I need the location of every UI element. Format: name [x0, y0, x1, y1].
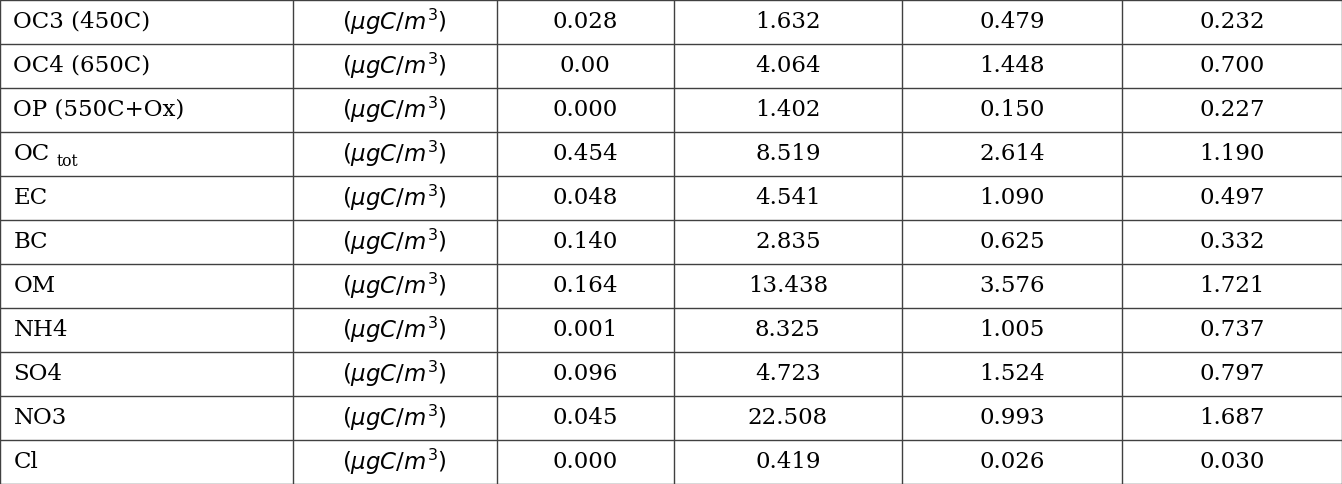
Text: 2.614: 2.614	[980, 143, 1044, 165]
Text: $(\mu gC/m^{3})$: $(\mu gC/m^{3})$	[342, 447, 447, 477]
Text: 0.737: 0.737	[1200, 319, 1264, 341]
Text: 0.993: 0.993	[980, 407, 1044, 429]
Text: 1.190: 1.190	[1200, 143, 1264, 165]
Text: $(\mu gC/m^{3})$: $(\mu gC/m^{3})$	[342, 227, 447, 257]
Text: 2.835: 2.835	[756, 231, 820, 253]
Text: 0.700: 0.700	[1200, 55, 1264, 77]
Text: 0.625: 0.625	[980, 231, 1044, 253]
Text: 0.000: 0.000	[553, 451, 617, 473]
Text: 0.479: 0.479	[980, 11, 1044, 33]
Text: 0.227: 0.227	[1200, 99, 1264, 121]
Text: OC: OC	[13, 143, 50, 165]
Text: 3.576: 3.576	[980, 275, 1044, 297]
Text: 0.140: 0.140	[553, 231, 617, 253]
Text: 0.232: 0.232	[1200, 11, 1264, 33]
Text: 0.164: 0.164	[553, 275, 617, 297]
Text: 4.541: 4.541	[756, 187, 820, 209]
Text: EC: EC	[13, 187, 48, 209]
Text: $(\mu gC/m^{3})$: $(\mu gC/m^{3})$	[342, 183, 447, 213]
Text: 1.632: 1.632	[756, 11, 820, 33]
Text: 0.150: 0.150	[980, 99, 1044, 121]
Text: 22.508: 22.508	[747, 407, 828, 429]
Text: $(\mu gC/m^{3})$: $(\mu gC/m^{3})$	[342, 139, 447, 169]
Text: 0.030: 0.030	[1200, 451, 1264, 473]
Text: 8.519: 8.519	[756, 143, 820, 165]
Text: 0.454: 0.454	[553, 143, 617, 165]
Text: NH4: NH4	[13, 319, 68, 341]
Text: 0.028: 0.028	[553, 11, 617, 33]
Text: $(\mu gC/m^{3})$: $(\mu gC/m^{3})$	[342, 95, 447, 125]
Text: 0.332: 0.332	[1200, 231, 1264, 253]
Text: NO3: NO3	[13, 407, 67, 429]
Text: 1.687: 1.687	[1200, 407, 1264, 429]
Text: 0.096: 0.096	[553, 363, 617, 385]
Text: 0.026: 0.026	[980, 451, 1044, 473]
Text: OC4 (650C): OC4 (650C)	[13, 55, 150, 77]
Text: $(\mu gC/m^{3})$: $(\mu gC/m^{3})$	[342, 315, 447, 345]
Text: 0.00: 0.00	[560, 55, 611, 77]
Text: 8.325: 8.325	[756, 319, 820, 341]
Text: 0.000: 0.000	[553, 99, 617, 121]
Text: $(\mu gC/m^{3})$: $(\mu gC/m^{3})$	[342, 51, 447, 81]
Text: 4.723: 4.723	[756, 363, 820, 385]
Text: 1.448: 1.448	[980, 55, 1044, 77]
Text: $(\mu gC/m^{3})$: $(\mu gC/m^{3})$	[342, 271, 447, 301]
Text: $(\mu gC/m^{3})$: $(\mu gC/m^{3})$	[342, 403, 447, 433]
Text: 1.090: 1.090	[980, 187, 1044, 209]
Text: 0.045: 0.045	[553, 407, 617, 429]
Text: 0.048: 0.048	[553, 187, 617, 209]
Text: 0.797: 0.797	[1200, 363, 1264, 385]
Text: $(\mu gC/m^{3})$: $(\mu gC/m^{3})$	[342, 359, 447, 389]
Text: tot: tot	[56, 153, 78, 170]
Text: 0.001: 0.001	[553, 319, 617, 341]
Text: 4.064: 4.064	[756, 55, 820, 77]
Text: 13.438: 13.438	[747, 275, 828, 297]
Text: Cl: Cl	[13, 451, 38, 473]
Text: 1.721: 1.721	[1200, 275, 1264, 297]
Text: 0.497: 0.497	[1200, 187, 1264, 209]
Text: OP (550C+Ox): OP (550C+Ox)	[13, 99, 185, 121]
Text: OC3 (450C): OC3 (450C)	[13, 11, 150, 33]
Text: $(\mu gC/m^{3})$: $(\mu gC/m^{3})$	[342, 7, 447, 37]
Text: OM: OM	[13, 275, 55, 297]
Text: 1.005: 1.005	[980, 319, 1044, 341]
Text: 1.524: 1.524	[980, 363, 1044, 385]
Text: BC: BC	[13, 231, 48, 253]
Text: SO4: SO4	[13, 363, 63, 385]
Text: 0.419: 0.419	[756, 451, 820, 473]
Text: 1.402: 1.402	[756, 99, 820, 121]
